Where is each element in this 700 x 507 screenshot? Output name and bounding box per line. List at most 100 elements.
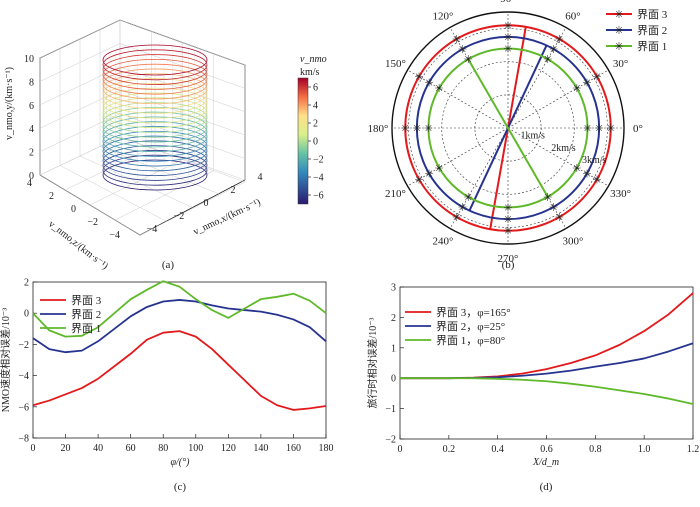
y-tick-label: 2 — [24, 278, 29, 289]
polar-spoke — [507, 27, 567, 129]
panel-c-axes — [32, 281, 327, 439]
polar-marker: ✳ — [555, 212, 564, 224]
polar-circle-series — [404, 24, 612, 232]
y-tick-label: 0 — [391, 374, 396, 385]
panel-a-zlabel: v_nmo,y/(km·s⁻¹) — [4, 67, 15, 140]
colorbar-ticks: 6 4 2 0 −2 −4 −6 — [308, 83, 324, 202]
x-tick-label: 1.2 — [687, 444, 700, 455]
panel-a-3d-surface: v_nmo,y/(km·s⁻¹) v_nmo,z/(km·s⁻¹) v_nmo,… — [4, 19, 327, 272]
polar-angle-label: 330° — [610, 188, 631, 200]
polar-marker: ✳ — [572, 163, 581, 175]
z-tick-label: 8 — [29, 77, 34, 88]
z-tick-label: 0 — [29, 171, 34, 182]
panel-a-caption: (a) — [162, 259, 175, 271]
x-tick-label: 1.0 — [638, 444, 651, 455]
polar-circle-series — [427, 47, 589, 209]
colorbar-tick-label: −6 — [313, 191, 324, 202]
colorbar — [297, 77, 309, 205]
polar-angle-label: 0° — [633, 123, 643, 135]
polar-radial-circle — [408, 28, 608, 228]
y-tick-label: −1 — [385, 404, 396, 415]
legend-c: 界面 3界面 2界面 1 — [40, 294, 102, 335]
polar-radius-label: 3km/s — [582, 155, 607, 166]
polar-marker: ✳ — [414, 72, 423, 84]
polar-angle-label: 300° — [563, 236, 584, 248]
polar-marker: ✳ — [401, 123, 410, 135]
grid-line — [79, 155, 193, 208]
x-tick-label: 140 — [253, 443, 268, 454]
polar-marker: ✳ — [452, 34, 461, 46]
legend-label: 界面 1 — [71, 322, 101, 335]
polar-spoke — [407, 69, 509, 129]
y-tick-label: 0 — [24, 309, 29, 320]
polar-marker: ✳ — [503, 43, 512, 55]
legend-marker: ✳ — [614, 41, 623, 53]
x-tick-label: 4 — [258, 172, 263, 183]
polar-radial-circle — [441, 61, 575, 195]
x-tick-label: 0 — [31, 443, 36, 454]
legend-marker: ✳ — [614, 25, 623, 37]
y-tick-label: −8 — [18, 434, 29, 445]
polar-marker: ✳ — [503, 20, 512, 32]
x-tick-label: 0.6 — [540, 444, 553, 455]
polar-angle-label: 90° — [500, 0, 515, 5]
polar-marker: ✳ — [435, 163, 444, 175]
polar-marker: ✳ — [583, 123, 592, 135]
legend-b: ✳ 界面 3 ✳ 界面 2 ✳ 界面 1 — [602, 5, 698, 53]
polar-marker: ✳ — [503, 203, 512, 215]
colorbar-tick-label: 0 — [313, 137, 318, 148]
series-line — [32, 299, 327, 354]
polar-series: ✳✳✳✳✳✳✳✳✳✳✳✳✳✳✳✳✳✳✳✳✳✳✳✳✳✳✳✳✳✳✳✳✳✳✳✳ — [401, 20, 616, 237]
polar-marker: ✳ — [549, 44, 558, 56]
legend-marker: ✳ — [614, 9, 623, 21]
colorbar-tick-label: 6 — [313, 83, 318, 94]
panel-c-caption: (c) — [174, 481, 187, 493]
polar-marker: ✳ — [424, 169, 433, 181]
panel-a-ylabel: v_nmo,z/(km·s⁻¹) — [46, 219, 110, 272]
polar-marker: ✳ — [452, 212, 461, 224]
polar-radius-label: 2km/s — [551, 143, 576, 154]
polar-marker: ✳ — [424, 77, 433, 89]
x-tick-label: 0.4 — [491, 444, 504, 455]
y-tick-label: 1 — [391, 343, 396, 354]
y-tick-label: −4 — [18, 371, 29, 382]
polar-angle-label: 120° — [433, 10, 454, 22]
x-tick-label: 40 — [93, 443, 103, 454]
polar-grid — [391, 11, 625, 245]
y-tick-label: 0 — [71, 204, 76, 215]
y-tick-label: −4 — [109, 230, 120, 241]
polar-circle-series — [415, 35, 601, 221]
panel-d-series — [400, 292, 694, 405]
polar-marker: ✳ — [414, 174, 423, 186]
polar-angle-labels: 90° 60° 30° 0° 330° 300° 270° 240° 210° 180° 150° 1… — [368, 0, 643, 265]
polar-angle-label: 30° — [613, 58, 628, 70]
y-tick-label: 4 — [27, 178, 32, 189]
polar-marker: ✳ — [549, 202, 558, 214]
x-tick-label: −2 — [174, 211, 185, 222]
polar-marker: ✳ — [582, 77, 591, 89]
z-tick-label: 10 — [24, 54, 34, 65]
polar-marker: ✳ — [464, 54, 473, 66]
polar-angle-label: 60° — [565, 10, 580, 22]
colorbar-title: v_nmo — [300, 54, 327, 65]
colorbar-tick-label: −2 — [313, 155, 324, 166]
panel-d-xlabel: X/d_m — [532, 457, 559, 468]
x-tick-label: 100 — [188, 443, 203, 454]
colorbar-unit: km/s — [300, 67, 320, 78]
x-tick-label: 2 — [231, 185, 236, 196]
legend-label: 界面 2，φ=25° — [436, 320, 505, 333]
legend-label: 界面 2 — [637, 24, 667, 37]
series-line — [400, 377, 694, 405]
y-tick-label: −6 — [18, 402, 29, 413]
polar-marker: ✳ — [543, 192, 552, 204]
polar-angle-label: 270° — [498, 253, 519, 265]
polar-axis-line — [467, 58, 549, 198]
z-tick-label: 6 — [29, 101, 34, 112]
x-tick-label: 60 — [126, 443, 136, 454]
x-tick-label: 120 — [221, 443, 236, 454]
series-line — [400, 342, 694, 380]
polar-marker: ✳ — [435, 83, 444, 95]
